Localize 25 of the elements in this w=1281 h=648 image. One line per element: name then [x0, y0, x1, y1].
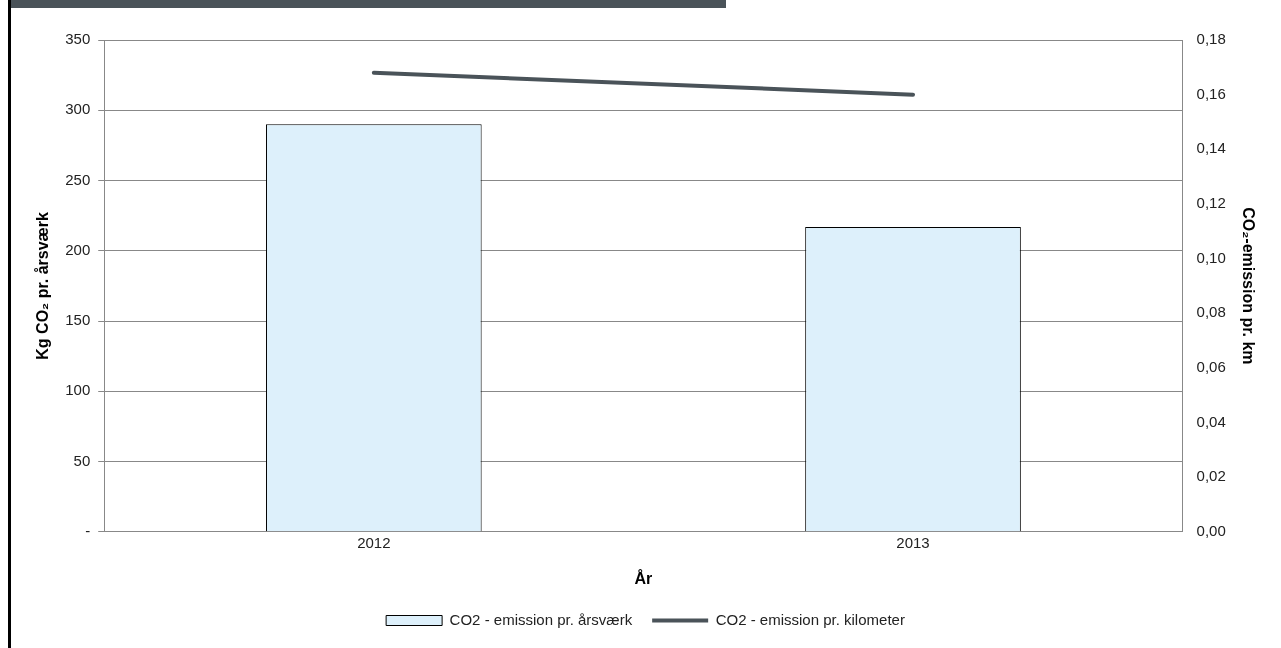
legend-label: CO2 - emission pr. kilometer — [715, 610, 905, 628]
y-axis-title: Kg CO₂ pr. årsværk — [34, 211, 52, 360]
y2-tick-label: 0,12 — [1196, 194, 1226, 212]
y-tick-label: 50 — [73, 451, 91, 469]
y-tick-label: 200 — [65, 240, 91, 258]
y-tick-label: 250 — [65, 170, 91, 188]
y2-tick-label: 0,00 — [1196, 521, 1226, 539]
y-tick-label: - — [85, 521, 91, 539]
x-axis-title: År — [634, 568, 653, 587]
y-tick-label: 150 — [65, 311, 91, 329]
y2-axis-title: CO₂-emission pr. km — [1239, 207, 1257, 365]
y-tick-label: 300 — [65, 100, 91, 118]
y2-tick-label: 0,04 — [1196, 412, 1226, 430]
y2-tick-label: 0,08 — [1196, 303, 1226, 321]
y2-tick-label: 0,14 — [1196, 139, 1226, 157]
y2-tick-label: 0,16 — [1196, 84, 1226, 102]
y2-tick-label: 0,02 — [1196, 467, 1226, 485]
x-tick-label: 2013 — [896, 533, 930, 551]
y-tick-label: 350 — [65, 30, 91, 48]
y2-tick-label: 0,18 — [1196, 30, 1226, 48]
y-tick-label: 100 — [65, 381, 91, 399]
y2-tick-label: 0,06 — [1196, 358, 1226, 376]
x-tick-label: 2012 — [357, 533, 391, 551]
legend-label: CO2 - emission pr. årsværk — [449, 610, 633, 628]
y2-tick-label: 0,10 — [1196, 248, 1226, 266]
